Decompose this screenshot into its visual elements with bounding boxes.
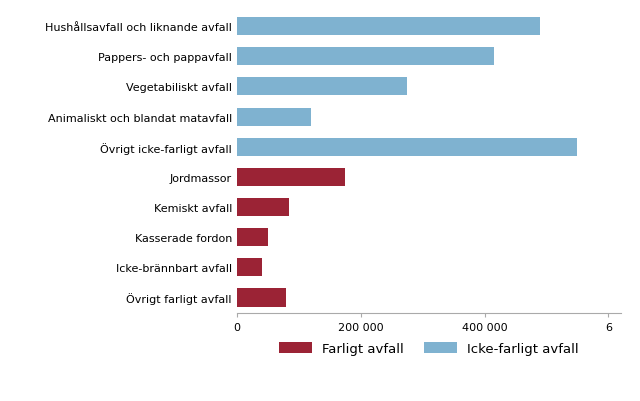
Bar (237, 138, 577, 156)
Bar (237, 108, 311, 126)
Legend: Farligt avfall, Icke-farligt avfall: Farligt avfall, Icke-farligt avfall (273, 337, 584, 360)
Bar (237, 18, 540, 36)
Bar (237, 289, 286, 307)
Bar (237, 259, 262, 277)
Bar (237, 78, 407, 96)
Bar (237, 48, 494, 66)
Bar (237, 229, 268, 247)
Bar (237, 198, 289, 217)
Bar (237, 168, 345, 186)
